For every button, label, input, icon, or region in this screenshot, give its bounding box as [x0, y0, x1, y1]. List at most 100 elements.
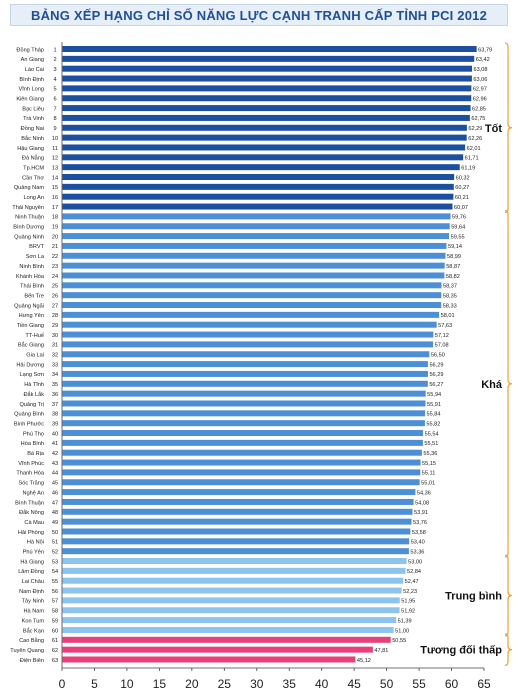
- value-label: 59,55: [451, 234, 465, 240]
- value-label: 52,47: [405, 579, 419, 585]
- category-label: Trà Vinh: [23, 116, 44, 122]
- rank-label: 18: [52, 215, 58, 221]
- value-label: 60,27: [455, 185, 469, 191]
- rank-label: 59: [52, 618, 58, 624]
- bar: [62, 656, 356, 663]
- rank-label: 45: [52, 481, 58, 487]
- group-label: Tương đối thấp: [420, 645, 502, 657]
- category-label: Bạc Liêu: [22, 106, 44, 112]
- bar: [62, 262, 445, 269]
- category-label: Đồng Nai: [21, 126, 44, 132]
- rank-label: 60: [52, 628, 58, 634]
- rank-label: 17: [52, 205, 58, 211]
- rank-label: 56: [52, 589, 58, 595]
- rank-label: 54: [52, 569, 58, 575]
- rank-label: 15: [52, 185, 58, 191]
- bar: [62, 558, 407, 565]
- bar: [62, 518, 412, 525]
- bar: [62, 193, 454, 200]
- x-tick-label: 55: [412, 677, 426, 691]
- rank-label: 43: [52, 461, 58, 467]
- bar: [62, 252, 446, 259]
- bar: [62, 548, 409, 555]
- chart-title: BẢNG XẾP HẠNG CHỈ SỐ NĂNG LỰC CẠNH TRANH…: [10, 4, 508, 26]
- category-label: Lai Châu: [22, 579, 44, 585]
- rank-label: 3: [53, 67, 56, 73]
- bar: [62, 311, 440, 318]
- category-label: Bình Dương: [13, 225, 44, 231]
- bar: [62, 420, 425, 427]
- bar: [62, 489, 416, 496]
- category-label: Quảng Trị: [19, 402, 44, 408]
- bar: [62, 380, 428, 387]
- rank-label: 7: [53, 106, 56, 112]
- bar: [62, 213, 451, 220]
- value-label: 57,08: [435, 343, 449, 349]
- value-label: 55,54: [425, 431, 439, 437]
- category-label: Vĩnh Phúc: [18, 461, 44, 467]
- x-tick-label: 5: [91, 677, 98, 691]
- value-label: 62,96: [473, 97, 487, 103]
- category-label: Bắc Giang: [18, 342, 44, 349]
- bar: [62, 636, 391, 643]
- rank-label: 1: [53, 47, 56, 53]
- category-label: Bà Rịa: [27, 451, 45, 457]
- value-label: 60,32: [456, 175, 470, 181]
- value-label: 62,01: [467, 146, 481, 152]
- x-tick-label: 20: [185, 677, 199, 691]
- rank-label: 20: [52, 234, 58, 240]
- category-label: An Giang: [21, 57, 44, 63]
- bar: [62, 164, 460, 171]
- category-label: Vĩnh Long: [18, 87, 44, 93]
- rank-label: 35: [52, 382, 58, 388]
- category-label: Đồng Tháp: [16, 47, 44, 53]
- value-label: 55,84: [427, 412, 441, 418]
- category-label: Kon Tum: [22, 618, 45, 624]
- rank-label: 38: [52, 412, 58, 418]
- rank-label: 57: [52, 599, 58, 605]
- value-label: 53,58: [412, 530, 426, 536]
- bar: [62, 144, 466, 151]
- category-label: Hà Giang: [20, 559, 44, 565]
- rank-label: 63: [52, 658, 58, 664]
- bar: [62, 46, 477, 52]
- bar: [62, 410, 426, 417]
- rank-label: 46: [52, 490, 58, 496]
- bar: [62, 587, 402, 594]
- value-label: 61,19: [461, 165, 475, 171]
- rank-label: 39: [52, 421, 58, 427]
- bar: [62, 577, 404, 584]
- value-label: 63,06: [473, 77, 487, 83]
- group-bracket: [504, 209, 513, 558]
- x-tick-label: 50: [380, 677, 394, 691]
- value-label: 55,91: [427, 402, 441, 408]
- bar: [62, 439, 423, 446]
- bar: [62, 331, 434, 338]
- bar: [62, 65, 473, 72]
- bar: [62, 233, 450, 240]
- category-label: Thanh Hóa: [16, 471, 45, 477]
- bar: [62, 85, 472, 92]
- bar: [62, 282, 442, 289]
- bar: [62, 302, 442, 309]
- value-label: 52,23: [403, 589, 417, 595]
- x-tick-label: 25: [218, 677, 232, 691]
- bar: [62, 174, 455, 181]
- value-label: 59,64: [451, 225, 465, 231]
- category-label: Thái Bình: [20, 284, 44, 290]
- value-label: 53,76: [413, 520, 427, 526]
- rank-label: 49: [52, 520, 58, 526]
- group-label: Tốt: [485, 123, 502, 135]
- bar: [62, 203, 453, 210]
- rank-label: 23: [52, 264, 58, 270]
- value-label: 57,63: [438, 323, 452, 329]
- value-label: 58,33: [443, 303, 457, 309]
- value-label: 62,75: [471, 116, 485, 122]
- bar: [62, 223, 450, 230]
- bar: [62, 154, 464, 161]
- rank-label: 62: [52, 648, 58, 654]
- category-label: Kiên Giang: [16, 97, 44, 103]
- value-label: 62,85: [472, 106, 486, 112]
- bar: [62, 272, 445, 279]
- rank-label: 53: [52, 559, 58, 565]
